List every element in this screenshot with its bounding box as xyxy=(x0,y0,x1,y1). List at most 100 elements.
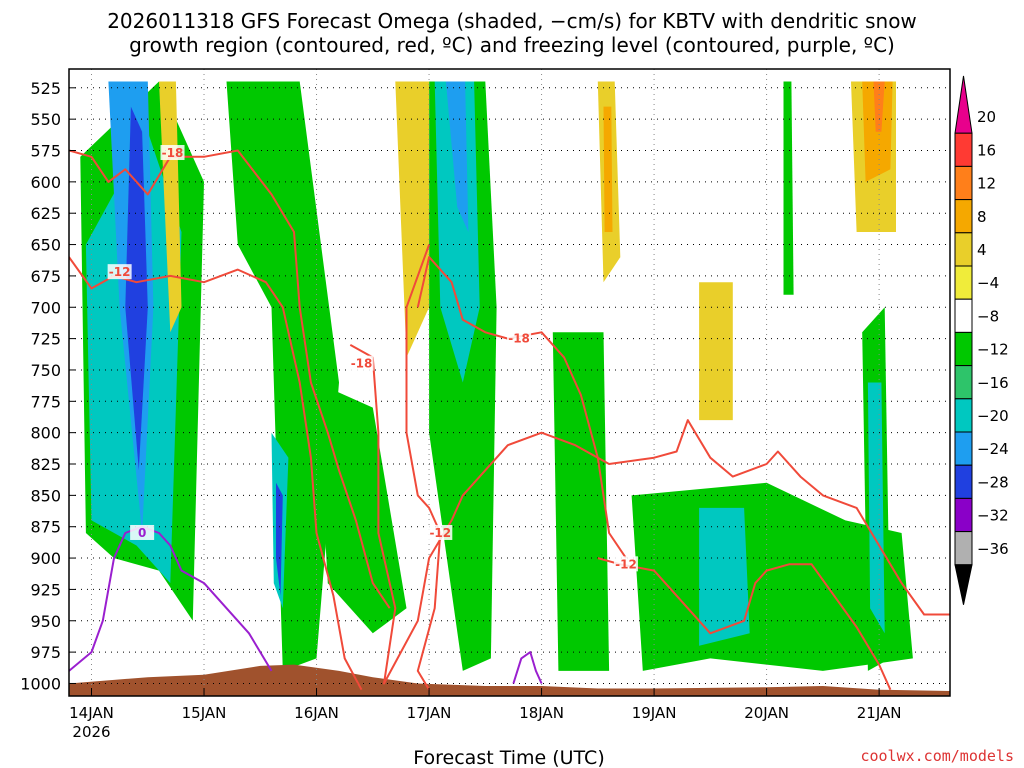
colorbar-segment xyxy=(954,132,973,167)
y-tick-label: 575 xyxy=(30,142,61,161)
omega-region-green xyxy=(552,332,610,671)
x-axis-label: Forecast Time (UTC) xyxy=(413,747,604,768)
colorbar: 20 16 12 8 4 −4 −8 −12 −16 −20 −24 −28 −32 −36 xyxy=(954,75,1009,605)
omega-region-yellow xyxy=(159,81,182,333)
colorbar-tick-label: 8 xyxy=(977,208,987,226)
y-tick-label: 950 xyxy=(30,612,61,631)
colorbar-tick-label: −36 xyxy=(977,540,1009,558)
y-tick-label: 925 xyxy=(30,580,61,599)
colorbar-segment xyxy=(954,398,973,433)
colorbar-tick-label: 20 xyxy=(977,108,996,126)
dgz-contour-label: -12 xyxy=(109,265,131,279)
y-tick-label: 975 xyxy=(30,643,61,662)
y-tick-label: 775 xyxy=(30,392,61,411)
omega-region-red xyxy=(873,81,885,132)
colorbar-segment xyxy=(954,265,973,300)
terrain-fill xyxy=(69,664,950,696)
credit-text: coolwx.com/models xyxy=(860,747,1014,765)
y-tick-label: 550 xyxy=(30,110,61,129)
dgz-contour-label: -18 xyxy=(351,357,373,371)
colorbar-tick-label: −32 xyxy=(977,507,1009,525)
dgz-contour-label-bg xyxy=(507,330,532,346)
colorbar-tick-label: −4 xyxy=(977,274,999,292)
chart-title-line2: growth region (contoured, red, ºC) and f… xyxy=(129,33,895,57)
y-axis: 525 550 575 600 625 650 675 700 725 750 775 800 825 8… xyxy=(20,79,76,693)
temperature-contours: -18 -12 -18 -18 -12 -12 0 xyxy=(69,145,950,691)
freezing-level-contour-label: 0 xyxy=(138,526,146,540)
y-tick-label: 700 xyxy=(30,298,61,317)
colorbar-segment xyxy=(954,531,973,566)
colorbar-tick-label: −8 xyxy=(977,307,999,325)
freezing-level-contour-label-bg xyxy=(130,524,155,540)
colorbar-segment xyxy=(954,497,973,533)
colorbar-tick-label: −16 xyxy=(977,374,1009,392)
colorbar-tick-label: −28 xyxy=(977,473,1009,491)
dgz-contour xyxy=(405,244,442,691)
x-tick-label: 21JAN xyxy=(857,704,902,722)
colorbar-tick-label: −20 xyxy=(977,407,1009,425)
plot-frame xyxy=(68,68,951,697)
x-tick-label: 15JAN xyxy=(182,704,227,722)
y-tick-label: 650 xyxy=(30,236,61,255)
omega-region-yellow xyxy=(699,282,733,421)
dgz-contour-label-bg xyxy=(428,524,453,540)
y-tick-label: 800 xyxy=(30,424,61,443)
colorbar-tick-label: 12 xyxy=(977,175,996,193)
colorbar-tick-label: −12 xyxy=(977,341,1009,359)
omega-shading xyxy=(80,81,913,671)
colorbar-segment xyxy=(954,431,973,466)
y-tick-label: 900 xyxy=(30,549,61,568)
x-tick-label: 14JAN xyxy=(69,704,114,722)
y-tick-label: 600 xyxy=(30,173,61,192)
x-tick-label: 19JAN xyxy=(632,704,677,722)
x-tick-label: 18JAN xyxy=(519,704,564,722)
colorbar-segment xyxy=(954,298,973,333)
x-tick-year-label: 2026 xyxy=(72,723,110,741)
x-tick-label: 17JAN xyxy=(407,704,452,722)
dgz-contour-label-bg xyxy=(349,355,374,371)
dgz-contour-label: -12 xyxy=(429,526,451,540)
dgz-contour-label: -12 xyxy=(615,557,637,571)
y-tick-label: 625 xyxy=(30,204,61,223)
dgz-contour-label: -18 xyxy=(162,146,184,160)
y-tick-label: 675 xyxy=(30,267,61,286)
y-tick-label: 825 xyxy=(30,455,61,474)
dgz-contour xyxy=(349,344,627,685)
omega-region-dblue xyxy=(125,106,148,471)
freezing-level-contour xyxy=(512,651,543,684)
colorbar-top-arrow xyxy=(954,75,973,134)
omega-region-green xyxy=(226,81,339,671)
x-tick-label: 16JAN xyxy=(294,704,339,722)
omega-region-teal xyxy=(434,81,480,383)
y-tick-label: 525 xyxy=(30,79,61,98)
dgz-contour xyxy=(416,256,950,616)
y-tick-label: 875 xyxy=(30,518,61,537)
omega-region-dblue xyxy=(276,482,283,596)
colorbar-bottom-arrow xyxy=(954,564,973,605)
dgz-contour-label-bg xyxy=(107,264,132,280)
dgz-contour-label-bg xyxy=(160,145,185,161)
colorbar-segment xyxy=(954,464,973,499)
colorbar-segment xyxy=(954,199,973,234)
colorbar-segment xyxy=(954,331,973,367)
terrain-area xyxy=(69,664,950,696)
x-tick-label: 20JAN xyxy=(744,704,789,722)
omega-region-teal xyxy=(867,382,885,634)
colorbar-segment xyxy=(954,165,973,201)
colorbar-segment xyxy=(954,365,973,400)
dgz-contour xyxy=(69,149,391,609)
freezing-level-contour xyxy=(69,525,273,672)
dgz-contour-label: -18 xyxy=(508,332,530,346)
colorbar-tick-label: 4 xyxy=(977,241,987,259)
omega-region-yellow xyxy=(395,81,430,358)
colorbar-segment xyxy=(954,232,973,267)
y-tick-label: 1000 xyxy=(20,674,61,693)
y-tick-label: 725 xyxy=(30,330,61,349)
omega-region-green xyxy=(316,382,407,634)
dgz-contour xyxy=(597,557,892,691)
omega-region-blue xyxy=(445,81,469,232)
colorbar-tick-label: 16 xyxy=(977,141,996,159)
chart-title-line1: 2026011318 GFS Forecast Omega (shaded, −… xyxy=(107,9,917,33)
